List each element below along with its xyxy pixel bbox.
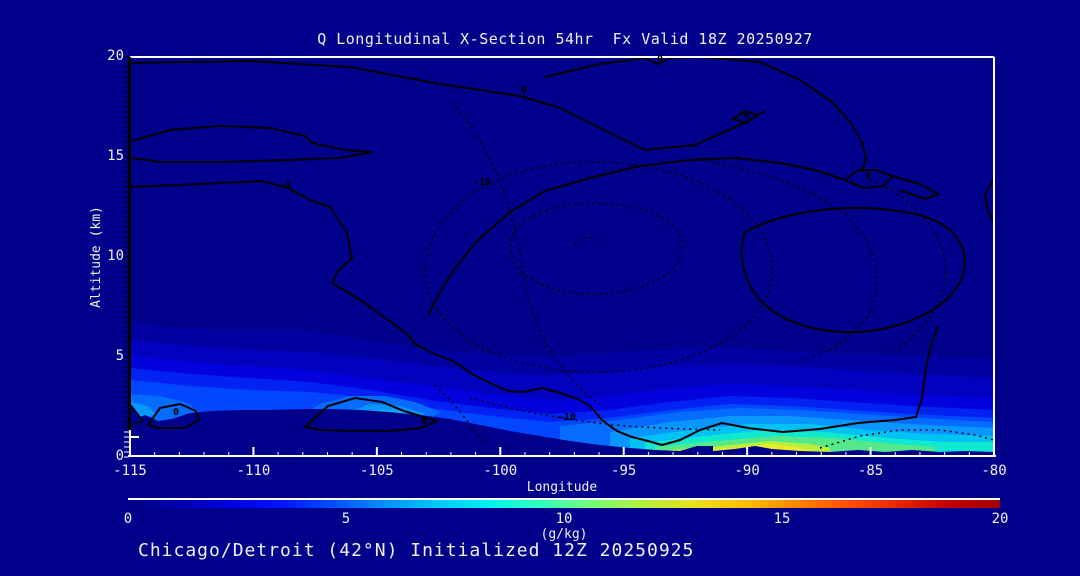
contour-label: 0 [172,406,180,418]
chart-caption: Chicago/Detroit (42°N) Initialized 12Z 2… [138,540,695,561]
contour-label: 0 [656,53,664,65]
x-tick-label: -115 [113,463,147,479]
contour-label: 0 [420,415,428,427]
x-axis-ticks [129,447,995,456]
filled-contours [130,57,994,457]
colorbar-tick-label: 5 [341,511,351,527]
contour-label: 0 [284,179,292,191]
y-tick-label: 15 [107,148,124,164]
y-tick-label: 5 [115,348,124,364]
y-axis-ticks [124,56,129,458]
terrain-peak-marker [130,402,145,427]
chart-title: Q Longitudinal X-Section 54hr Fx Valid 1… [317,30,813,48]
x-tick-label: -85 [857,463,884,479]
y-tick-label: 10 [107,248,124,264]
y-tick-label: 0 [115,448,124,464]
contour-label: 0 [864,170,872,182]
contour-label: 0 [742,109,750,121]
contour-label: 0 [520,84,528,96]
colorbar-tick-label: 10 [555,511,573,527]
x-tick-label: -90 [734,463,760,479]
x-axis-label: Longitude [526,480,598,495]
colorbar [128,498,1000,508]
colorbar-units: (g/kg) [540,527,588,542]
terrain [130,402,994,457]
colorbar-tick-label: 15 [773,511,791,527]
x-tick-label: -100 [483,463,518,479]
contour-label: -10 [557,411,577,423]
contour-label: -10 [472,176,492,188]
colorbar-tick-label: 20 [991,511,1009,527]
y-axis-line [128,57,131,430]
x-tick-label: -105 [359,463,394,479]
colorbar-tick-label: 0 [123,511,133,527]
y-tick-label: 20 [107,48,124,64]
x-tick-label: -80 [981,463,1007,479]
plot-frame [128,56,996,457]
x-tick-label: -95 [611,463,637,479]
dashed-contour-lines [424,102,994,449]
solid-contour-lines [130,57,994,446]
x-tick-label: -110 [236,463,271,479]
